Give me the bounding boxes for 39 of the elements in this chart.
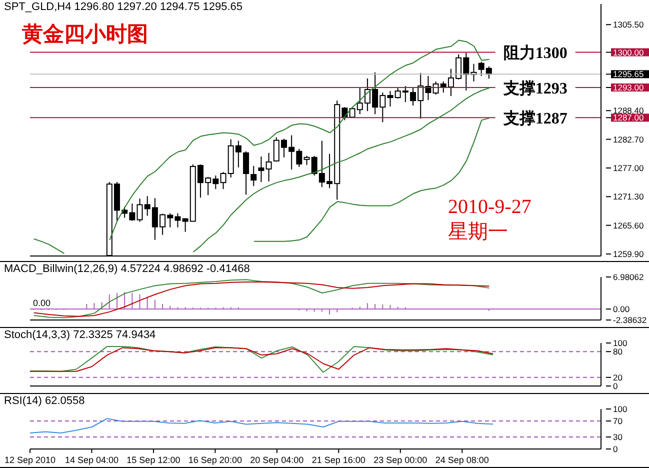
y-tick-label: 6.98062 xyxy=(613,272,644,282)
y-tick-label: 100 xyxy=(613,338,628,348)
y-tick-label: 1277.00 xyxy=(613,162,644,173)
ref-line-label: 0.00 xyxy=(33,298,51,308)
x-tick-label: 23 Sep 00:00 xyxy=(374,455,428,465)
y-tick-label: 100 xyxy=(613,404,628,414)
y-tick-label: -2.38632 xyxy=(613,314,647,325)
x-tick-label: 14 Sep 04:00 xyxy=(64,455,119,465)
y-tick-label: 0 xyxy=(613,444,618,454)
y-tick-label: 0.00 xyxy=(613,304,630,314)
chart-title: SPT_GLD,H4 1296.80 1297.20 1294.75 1295.65 xyxy=(4,1,243,13)
y-tick-label: 30 xyxy=(613,432,623,442)
ref-line-label: 阻力1300 xyxy=(503,44,568,62)
x-tick-label: 20 Sep 04:00 xyxy=(250,455,304,465)
x-tick-label: 21 Sep 16:00 xyxy=(312,455,366,465)
y-tick-label: 80 xyxy=(613,346,623,357)
y-tick-label: 0 xyxy=(613,380,618,391)
y-tick-label: 1295.65 xyxy=(613,69,644,80)
annotation: 星期一 xyxy=(448,220,508,245)
y-tick-label: 70 xyxy=(613,416,623,426)
y-tick-label: 1259.90 xyxy=(613,248,644,259)
ref-line-label: 支撑1287 xyxy=(502,109,568,128)
chart-title: Stoch(14,3,3) 72.3325 74.9434 xyxy=(4,329,156,341)
y-tick-label: 1305.50 xyxy=(613,20,644,30)
y-tick-label: 1265.60 xyxy=(613,220,644,230)
chart-title: MACD_Billwin(12,26,9) 4.57224 4.98692 -0.41468 xyxy=(4,263,250,275)
chart-title: RSI(14) 62.0558 xyxy=(4,395,85,407)
x-tick-label: 16 Sep 20:00 xyxy=(188,455,242,465)
annotation: 2010-9-27 xyxy=(448,196,532,219)
x-tick-label: 15 Sep 12:00 xyxy=(126,455,180,465)
y-tick-label: 1282.70 xyxy=(613,134,644,144)
x-tick-label: 24 Sep 08:00 xyxy=(435,455,489,465)
x-tick-label: 12 Sep 2010 xyxy=(4,455,56,465)
y-tick-label: 1300.00 xyxy=(613,47,644,58)
y-tick-label: 1271.30 xyxy=(613,192,644,202)
text: 黄金四小时图 xyxy=(22,21,148,48)
ref-line-label: 支撑1293 xyxy=(502,79,568,98)
y-tick-label: 1293.00 xyxy=(613,82,644,92)
y-tick-label: 20 xyxy=(613,372,623,382)
